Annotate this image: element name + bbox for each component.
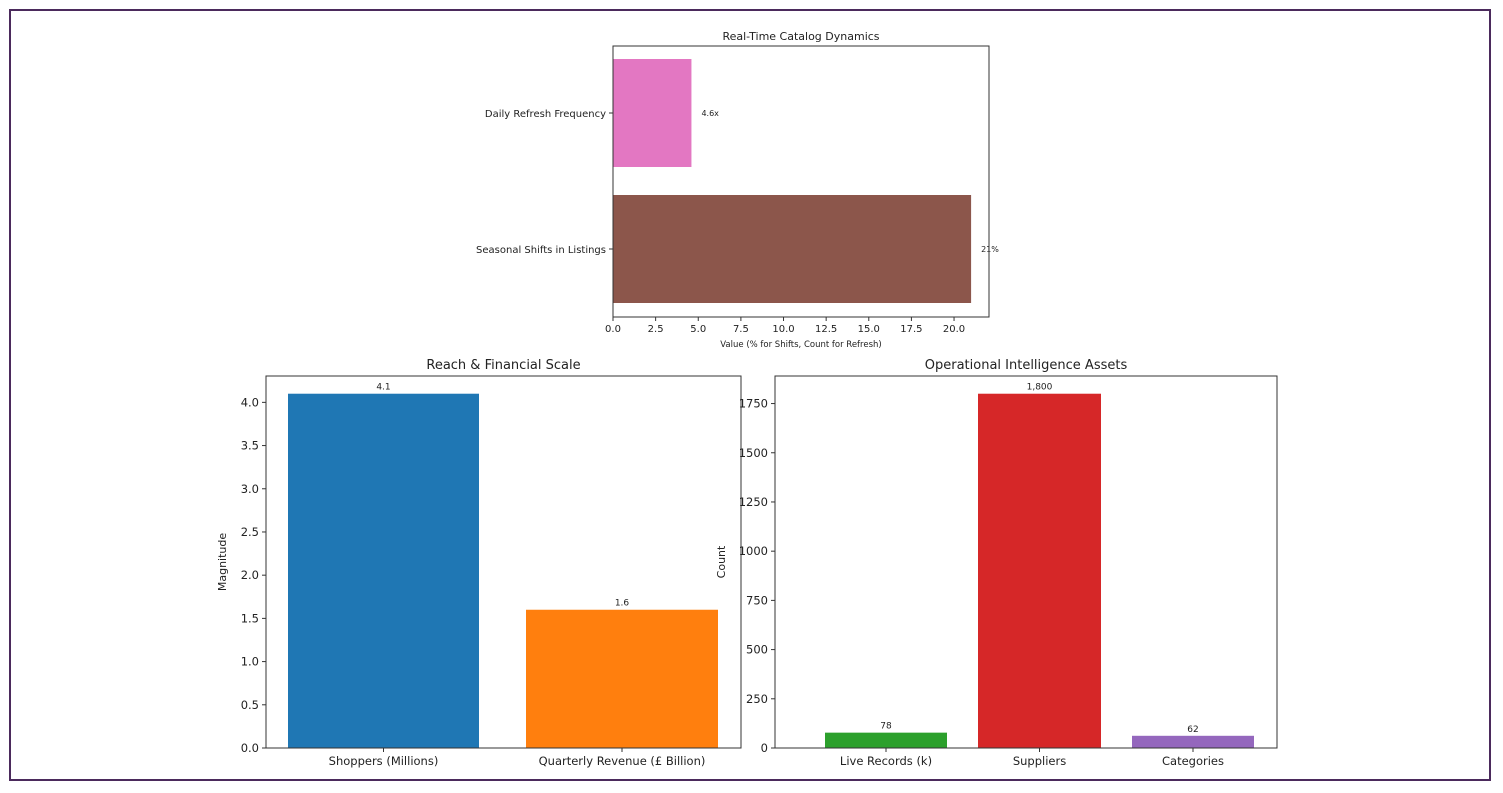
chart-title: Real-Time Catalog Dynamics — [722, 30, 879, 43]
bar-2 — [1132, 735, 1254, 748]
chart-title: Operational Intelligence Assets — [925, 358, 1128, 373]
figure-frame — [9, 9, 1491, 781]
y-tick-label-0: 0.0 — [241, 741, 259, 755]
x-tick-label-6: 15.0 — [858, 324, 880, 335]
y-axis-label: Count — [715, 545, 728, 578]
y-tick-label-6: 3.0 — [241, 482, 259, 496]
y-tick-label-1: 0.5 — [241, 698, 259, 712]
bar-0 — [825, 732, 947, 748]
y-tick-label-4: 2.0 — [241, 568, 259, 582]
data-label-1: 21% — [981, 245, 999, 254]
y-axis-label: Magnitude — [216, 533, 229, 592]
y-tick-label-8: 4.0 — [241, 395, 259, 409]
x-tick-label-5: 12.5 — [815, 324, 837, 335]
y-tick-label-1: Seasonal Shifts in Listings — [476, 245, 606, 256]
bar-1 — [978, 393, 1101, 748]
y-tick-label-2: 500 — [746, 643, 768, 657]
y-tick-label-3: 1.5 — [241, 611, 259, 625]
y-tick-label-3: 750 — [746, 593, 768, 607]
x-tick-label-8: 20.0 — [943, 324, 965, 335]
x-tick-label-0: Shoppers (Millions) — [329, 754, 439, 768]
x-tick-label-1: Suppliers — [1013, 754, 1066, 768]
y-tick-label-5: 1250 — [739, 495, 768, 509]
bar-1 — [526, 609, 718, 748]
y-tick-label-1: 250 — [746, 692, 768, 706]
x-tick-label-1: Quarterly Revenue (£ Billion) — [539, 754, 706, 768]
y-tick-label-4: 1000 — [739, 544, 768, 558]
x-tick-label-2: Categories — [1162, 754, 1224, 768]
x-axis-label: Value (% for Shifts, Count for Refresh) — [720, 340, 881, 350]
y-tick-label-0: 0 — [761, 741, 768, 755]
data-label-0: 78 — [880, 722, 892, 732]
data-label-2: 62 — [1187, 725, 1198, 735]
bar-0 — [288, 393, 479, 748]
axes-frame — [774, 375, 1278, 749]
bar-1 — [613, 195, 972, 303]
axes-frame — [265, 375, 742, 749]
y-tick-label-2: 1.0 — [241, 655, 259, 669]
x-tick-label-1: 2.5 — [648, 324, 664, 335]
y-tick-label-7: 1750 — [739, 397, 768, 411]
y-tick-label-6: 1500 — [739, 446, 768, 460]
data-label-1: 1.6 — [615, 599, 630, 609]
y-tick-label-7: 3.5 — [241, 439, 259, 453]
x-tick-label-0: 0.0 — [605, 324, 621, 335]
x-tick-label-4: 10.0 — [772, 324, 794, 335]
y-tick-label-0: Daily Refresh Frequency — [485, 109, 606, 120]
x-tick-label-3: 7.5 — [733, 324, 749, 335]
y-tick-label-5: 2.5 — [241, 525, 259, 539]
x-tick-label-7: 17.5 — [900, 324, 922, 335]
bar-0 — [613, 59, 692, 167]
data-label-1: 1,800 — [1027, 383, 1053, 393]
chart-title: Reach & Financial Scale — [426, 358, 580, 373]
x-tick-label-2: 5.0 — [690, 324, 706, 335]
x-tick-label-0: Live Records (k) — [840, 754, 932, 768]
axes-frame — [612, 45, 990, 318]
data-label-0: 4.1 — [376, 383, 390, 393]
data-label-0: 4.6x — [701, 109, 719, 118]
